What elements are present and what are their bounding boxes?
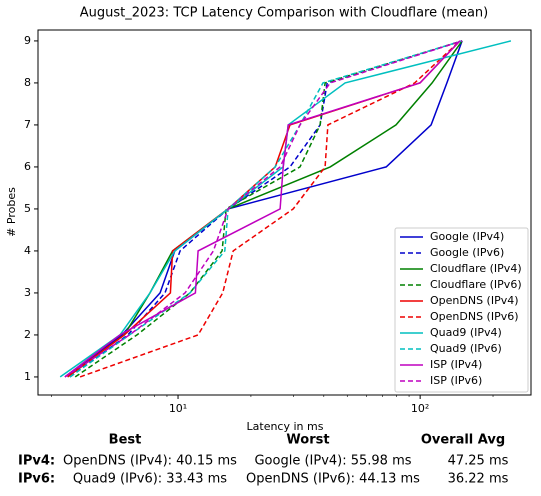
legend (394, 227, 529, 393)
row-label: IPv6: (18, 472, 55, 487)
y-tick-label: 4 (24, 244, 31, 257)
legend-label: Google (IPv4) (430, 230, 504, 243)
y-tick-label: 3 (24, 286, 31, 299)
plot-area (37, 29, 532, 396)
legend-label: ISP (IPv4) (430, 358, 482, 371)
x-tick-label: 10² (411, 402, 429, 415)
legend-label: OpenDNS (IPv4) (430, 294, 519, 307)
legend-label: Quad9 (IPv6) (430, 342, 502, 355)
legend-label: ISP (IPv6) (430, 374, 482, 387)
table-cell: OpenDNS (IPv4): 40.15 ms (63, 454, 237, 469)
y-tick-label: 5 (24, 202, 31, 215)
y-tick-label: 9 (24, 34, 31, 47)
series-line (79, 40, 461, 378)
chart-title: August_2023: TCP Latency Comparison with… (80, 6, 489, 21)
table-header: Best (109, 433, 142, 448)
series-line (64, 40, 463, 378)
y-tick-label: 8 (24, 76, 31, 89)
y-tick-label: 2 (24, 328, 31, 341)
y-axis-label: # Probes (5, 187, 18, 237)
legend-label: Google (IPv6) (430, 246, 504, 259)
legend-label: OpenDNS (IPv6) (430, 310, 519, 323)
row-label: IPv4: (18, 454, 55, 469)
y-tick-label: 7 (24, 118, 31, 131)
y-tick-label: 1 (24, 370, 31, 383)
table-cell: 47.25 ms (448, 454, 509, 469)
table-cell: Google (IPv4): 55.98 ms (254, 454, 411, 469)
x-tick-label: 10¹ (169, 402, 187, 415)
table-cell: Quad9 (IPv6): 33.43 ms (73, 472, 227, 487)
y-tick-label: 6 (24, 160, 31, 173)
table-header: Overall Avg (421, 433, 505, 448)
x-axis-label: Latency in ms (247, 420, 324, 433)
legend-label: Quad9 (IPv4) (430, 326, 502, 339)
series-line (74, 40, 463, 378)
legend-label: Cloudflare (IPv4) (430, 262, 522, 275)
table-cell: OpenDNS (IPv6): 44.13 ms (246, 472, 420, 487)
legend-label: Cloudflare (IPv6) (430, 278, 522, 291)
table-header: Worst (286, 433, 329, 448)
series-line (64, 40, 461, 378)
table-cell: 36.22 ms (448, 472, 509, 487)
